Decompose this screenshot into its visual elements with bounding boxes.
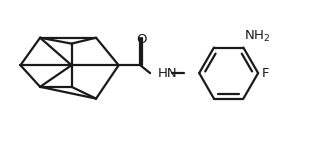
- Text: F: F: [262, 67, 270, 80]
- Text: NH$_2$: NH$_2$: [244, 29, 271, 44]
- Text: O: O: [136, 33, 147, 46]
- Text: HN: HN: [158, 67, 178, 80]
